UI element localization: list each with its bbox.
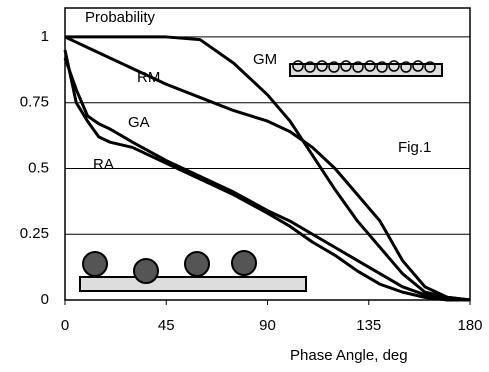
illustration-top: [289, 60, 443, 77]
x-tick-label: 180: [457, 317, 482, 334]
x-tick-label: 45: [158, 317, 175, 334]
x-axis-label: Phase Angle, deg: [290, 347, 408, 364]
series-line: [65, 35, 471, 302]
series-label: GM: [253, 51, 277, 68]
annotation: Fig.1: [398, 139, 431, 156]
y-tick-label: 0.25: [20, 225, 49, 242]
particle: [231, 250, 257, 276]
particle: [133, 258, 159, 284]
series-label: GA: [128, 114, 150, 131]
y-tick-label: 1: [41, 28, 49, 45]
x-tick-label: 0: [61, 317, 69, 334]
particle: [184, 251, 210, 277]
particle: [82, 251, 108, 277]
series-line: [64, 35, 471, 302]
x-tick-label: 90: [259, 317, 276, 334]
illustration-bottom: [79, 250, 307, 292]
series-label: RM: [137, 69, 160, 86]
series-line: [63, 49, 470, 302]
series-line: [63, 57, 471, 302]
chart-title: Probability: [85, 9, 156, 26]
y-tick-label: 0.5: [28, 159, 49, 176]
x-tick-label: 135: [356, 317, 381, 334]
substrate: [79, 276, 307, 292]
series-label: RA: [93, 156, 114, 173]
y-tick-label: 0: [41, 291, 49, 308]
y-tick-label: 0.75: [20, 94, 49, 111]
